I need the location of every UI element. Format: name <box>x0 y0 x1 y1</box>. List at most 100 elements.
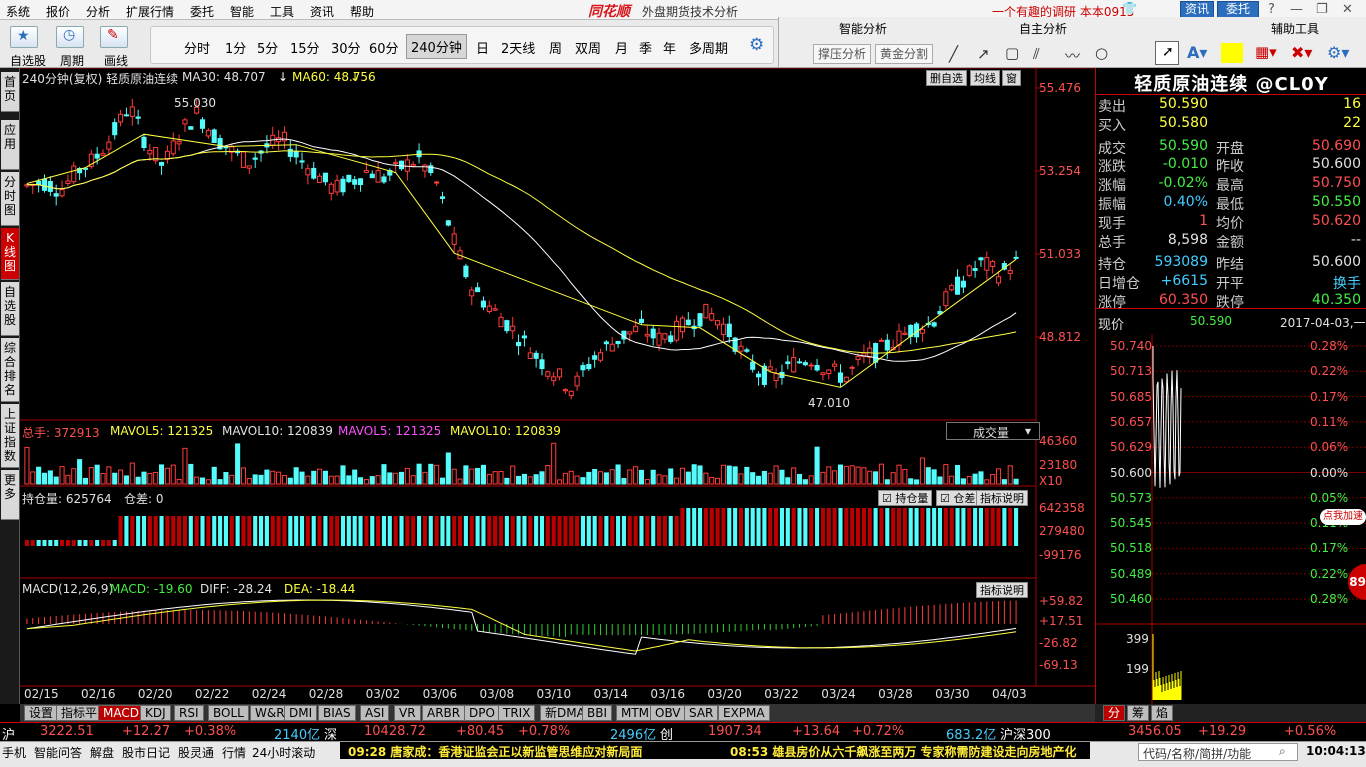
indicator-tab-vr[interactable]: VR <box>394 705 421 721</box>
search-input[interactable]: 代码/名称/简拼/功能 ⌕ <box>1138 743 1298 761</box>
settings-gear-icon[interactable]: ⚙ <box>749 35 765 55</box>
oi-diff-check[interactable]: ☑ 仓差 <box>936 490 980 506</box>
status-gulingtong[interactable]: 股灵通 <box>178 746 215 760</box>
self-select-label[interactable]: 自选股 <box>10 54 47 68</box>
period-2week[interactable]: 双周 <box>575 42 602 57</box>
smart-analysis-title[interactable]: 智能分析 <box>839 22 888 36</box>
maximize-icon[interactable]: ❐ <box>1316 2 1328 17</box>
ray-tool-icon[interactable]: ↗ <box>977 45 990 63</box>
indicator-tab-macd[interactable]: MACD <box>98 705 144 721</box>
period-fenshi[interactable]: 分时 <box>184 42 211 57</box>
golden-section-button[interactable]: 黄金分割 <box>875 44 934 64</box>
period-240min[interactable]: 240分钟 <box>406 34 467 59</box>
macd-explain-button[interactable]: 指标说明 <box>976 582 1028 598</box>
draw-pen-icon[interactable]: ✎ <box>100 26 128 48</box>
kline-svg[interactable] <box>20 68 1095 704</box>
indicator-select[interactable]: 成交量 ▾ <box>946 422 1040 440</box>
text-tool-icon[interactable]: A▾ <box>1187 43 1208 62</box>
index-hs300-label[interactable]: 沪深300 <box>1000 728 1051 743</box>
period-month[interactable]: 月 <box>615 42 629 57</box>
draw-settings-icon[interactable]: ⚙▾ <box>1327 43 1350 62</box>
status-market[interactable]: 行情 <box>222 746 247 760</box>
mini-timeshare-chart[interactable] <box>1096 334 1366 704</box>
period-60min[interactable]: 60分 <box>369 42 399 57</box>
user-links[interactable]: 一个有趣的调研 本本0915 <box>992 5 1135 19</box>
period-quarter[interactable]: 季 <box>639 42 653 57</box>
indicator-tab-bbi[interactable]: BBI <box>582 705 613 721</box>
sidetab-selfselect[interactable]: 自选股 <box>1 282 19 336</box>
window-button[interactable]: 窗 <box>1002 70 1021 86</box>
period-day[interactable]: 日 <box>476 42 490 57</box>
menu-news[interactable]: 资讯 <box>310 5 335 19</box>
sidetab-ranking[interactable]: 综合排名 <box>1 338 19 402</box>
quote-tab-chou[interactable]: 筹 <box>1127 705 1150 721</box>
indicator-tab-expma[interactable]: EXPMA <box>718 705 770 721</box>
menu-quote[interactable]: 报价 <box>46 5 71 19</box>
close-icon[interactable]: ✕ <box>1342 2 1353 17</box>
sidetab-home[interactable]: 首页 <box>1 72 19 112</box>
style-tool-icon[interactable]: ▦▾ <box>1255 43 1277 61</box>
circle-tool-icon[interactable]: ○ <box>1095 44 1109 62</box>
indicator-tab-rsi[interactable]: RSI <box>174 705 204 721</box>
status-mobile[interactable]: 手机 <box>2 746 27 760</box>
rect-tool-icon[interactable]: ▢ <box>1005 44 1020 62</box>
period-week[interactable]: 周 <box>549 42 563 57</box>
news-button[interactable]: 资讯 <box>1180 1 1214 18</box>
indicator-tab-[interactable]: 设置 <box>24 705 59 721</box>
news-ticker[interactable]: 09:28 唐家成：香港证监会正以新监管思维应对新局面 08:53 雄县房价从六… <box>340 742 1090 759</box>
status-diary[interactable]: 股市日记 <box>122 746 171 760</box>
promo-button[interactable]: 点我加速 <box>1320 509 1366 525</box>
status-jiepan[interactable]: 解盘 <box>90 746 115 760</box>
indicator-tab-obv[interactable]: OBV <box>650 705 686 721</box>
period-clock-icon[interactable]: ◷ <box>56 26 84 48</box>
menu-smart[interactable]: 智能 <box>230 5 255 19</box>
self-analysis-title[interactable]: 自主分析 <box>1019 22 1068 36</box>
self-select-star-icon[interactable]: ★ <box>10 26 38 48</box>
menu-system[interactable]: 系统 <box>6 5 31 19</box>
period-year[interactable]: 年 <box>663 42 677 57</box>
status-qa[interactable]: 智能问答 <box>34 746 83 760</box>
channel-tool-icon[interactable]: ⫽ <box>1033 45 1040 63</box>
sidetab-more[interactable]: 更多 <box>1 470 19 520</box>
news-item-2[interactable]: 08:53 雄县房价从六千飙涨至两万 专家称需防建设走向房地产化 <box>730 745 1077 759</box>
shirt-icon[interactable]: 👕 <box>1122 1 1137 15</box>
oi-check[interactable]: ☑ 持仓量 <box>878 490 933 506</box>
quote-tab-yan[interactable]: 焰 <box>1151 705 1174 721</box>
wave-tool-icon[interactable]: 〰 <box>1065 47 1081 65</box>
index-sh-label[interactable]: 沪 <box>2 728 16 743</box>
indicator-tab-sar[interactable]: SAR <box>684 705 719 721</box>
menu-help[interactable]: 帮助 <box>350 5 375 19</box>
indicator-tab-mtm[interactable]: MTM <box>616 705 655 721</box>
status-24h[interactable]: 24小时滚动 <box>252 746 316 760</box>
aux-tools-title[interactable]: 辅助工具 <box>1271 22 1320 36</box>
period-5min[interactable]: 5分 <box>257 42 279 57</box>
indicator-tab-trix[interactable]: TRIX <box>498 705 536 721</box>
menu-trade[interactable]: 委托 <box>190 5 215 19</box>
indicator-tab-arbr[interactable]: ARBR <box>422 705 466 721</box>
sidetab-timeshare[interactable]: 分时图 <box>1 172 19 226</box>
draw-label[interactable]: 画线 <box>104 54 129 68</box>
menu-tools[interactable]: 工具 <box>270 5 295 19</box>
minimize-icon[interactable]: — <box>1290 2 1303 17</box>
help-icon[interactable]: ? <box>1268 2 1275 17</box>
cursor-tool-icon[interactable]: ➚ <box>1155 41 1179 65</box>
quote-tab-fen[interactable]: 分 <box>1103 705 1126 721</box>
index-cy-label[interactable]: 创 <box>660 728 674 743</box>
menu-analysis[interactable]: 分析 <box>86 5 111 19</box>
sidetab-kline[interactable]: K线图 <box>1 228 19 280</box>
news-item-1[interactable]: 09:28 唐家成：香港证监会正以新监管思维应对新局面 <box>348 745 643 759</box>
period-multi[interactable]: 多周期 <box>689 42 729 57</box>
sidetab-shindex[interactable]: 上证指数 <box>1 404 19 468</box>
indicator-tab-dma[interactable]: 新DMA <box>540 705 590 721</box>
indicator-tab-asi[interactable]: ASI <box>360 705 390 721</box>
period-2day[interactable]: 2天线 <box>501 42 536 57</box>
promo-badge[interactable]: 89 <box>1348 564 1366 600</box>
sidetab-apps[interactable]: 应用 <box>1 120 19 170</box>
ma-button[interactable]: 均线 <box>970 70 1000 86</box>
remove-selfselect-button[interactable]: 删自选 <box>926 70 967 86</box>
period-label[interactable]: 周期 <box>60 54 85 68</box>
menu-extended[interactable]: 扩展行情 <box>126 5 175 19</box>
indicator-tab-wr[interactable]: W&R <box>250 705 290 721</box>
period-1min[interactable]: 1分 <box>225 42 247 57</box>
indicator-tab-dmi[interactable]: DMI <box>284 705 318 721</box>
